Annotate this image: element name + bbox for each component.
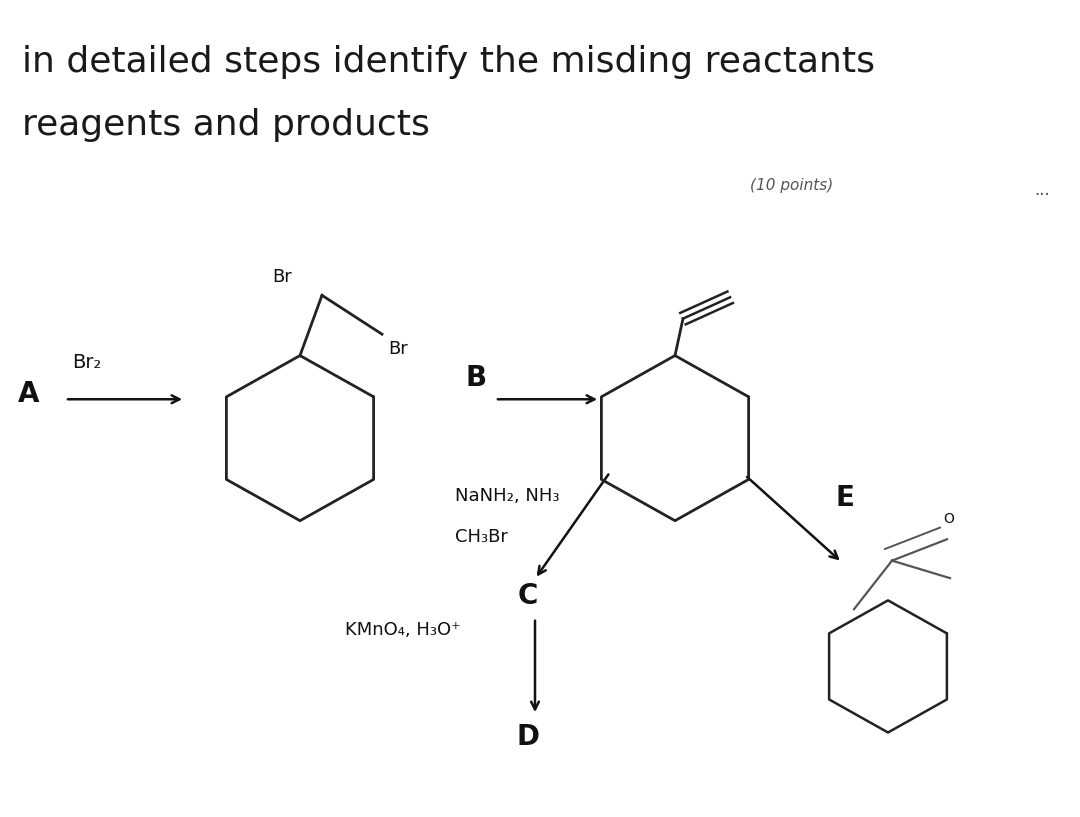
Text: CH₃Br: CH₃Br <box>455 529 508 547</box>
Text: C: C <box>517 582 538 609</box>
Text: E: E <box>835 484 854 512</box>
Text: Br: Br <box>388 340 408 358</box>
Text: Br₂: Br₂ <box>72 353 102 372</box>
Text: in detailed steps identify the misding reactants: in detailed steps identify the misding r… <box>22 45 875 78</box>
Text: Br: Br <box>272 268 292 286</box>
Text: (10 points): (10 points) <box>750 178 834 193</box>
Text: O: O <box>944 511 955 525</box>
Text: reagents and products: reagents and products <box>22 109 430 142</box>
Text: ...: ... <box>1035 181 1050 199</box>
Text: A: A <box>18 381 40 408</box>
Text: D: D <box>516 723 540 752</box>
Text: B: B <box>465 364 486 392</box>
Text: NaNH₂, NH₃: NaNH₂, NH₃ <box>455 488 559 506</box>
Text: KMnO₄, H₃O⁺: KMnO₄, H₃O⁺ <box>345 622 460 640</box>
